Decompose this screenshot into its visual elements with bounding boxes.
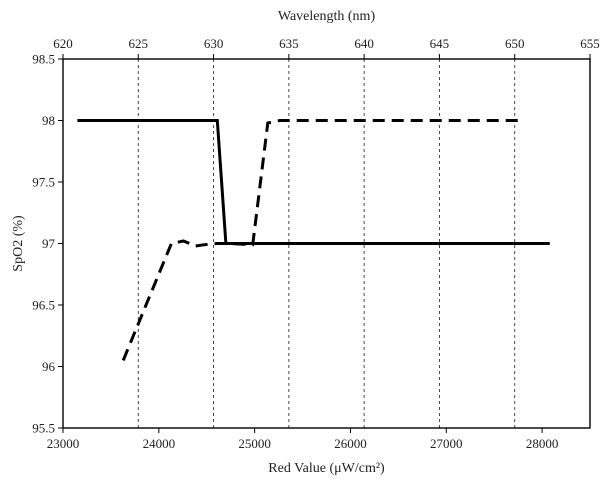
- x2-tick-label: 650: [505, 36, 525, 51]
- x-tick-label: 23000: [47, 436, 80, 451]
- x-axis-top: 620 625 630 635 640 645 650 655: [53, 36, 600, 59]
- x2-tick-label: 635: [279, 36, 299, 51]
- series-line-dashed: [121, 119, 520, 361]
- series-layer: [77, 119, 550, 361]
- x2-tick-label: 640: [354, 36, 374, 51]
- x2-tick-label: 630: [204, 36, 224, 51]
- y-axis: 95.5 96 96.5 97 97.5 98 98.5: [32, 52, 63, 436]
- series-line-solid: [77, 119, 550, 245]
- x2-tick-label: 625: [129, 36, 149, 51]
- x-axis-bottom: 23000 24000 25000 26000 27000 28000: [47, 428, 559, 451]
- x2-tick-label: 655: [580, 36, 600, 51]
- x2-axis-label: Wavelength (nm): [278, 9, 376, 24]
- x-tick-label: 26000: [334, 436, 367, 451]
- x2-tick-label: 620: [53, 36, 73, 51]
- x-tick-label: 28000: [526, 436, 559, 451]
- y-axis-label: SpO2 (%): [11, 215, 26, 272]
- y-tick-label: 97.5: [32, 175, 55, 190]
- x-axis-label: Red Value (μW/cm²): [268, 461, 385, 476]
- x-tick-label: 27000: [430, 436, 463, 451]
- y-tick-label: 95.5: [32, 421, 55, 436]
- y-tick-label: 96: [42, 359, 56, 374]
- y-tick-label: 96.5: [32, 298, 55, 313]
- y-tick-label: 97: [42, 236, 56, 251]
- x2-tick-label: 645: [430, 36, 450, 51]
- y-tick-label: 98.5: [32, 52, 55, 67]
- y-tick-label: 98: [42, 113, 55, 128]
- x-tick-label: 25000: [238, 436, 271, 451]
- x-tick-label: 24000: [143, 436, 176, 451]
